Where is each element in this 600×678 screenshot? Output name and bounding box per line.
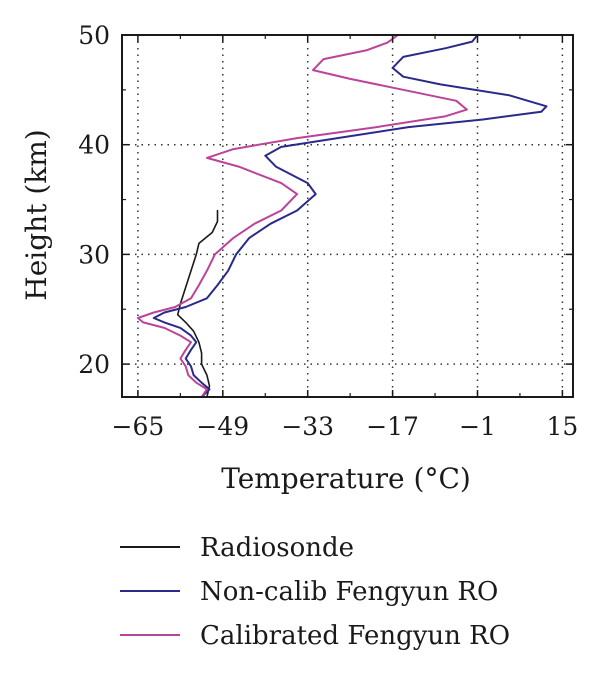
y-axis-title: Height (km)	[20, 129, 53, 300]
y-tick-label: 40	[78, 131, 110, 160]
y-tick-labels: 20 30 40 50	[78, 21, 110, 379]
y-tick-label: 20	[78, 350, 110, 379]
x-tick-label: 15	[546, 412, 578, 441]
legend-label-radiosonde: Radiosonde	[200, 533, 354, 563]
legend-label-non-calib-fengyun-ro: Non-calib Fengyun RO	[200, 577, 498, 607]
legend-label-calibrated-fengyun-ro: Calibrated Fengyun RO	[200, 621, 510, 651]
series-line-radiosonde	[176, 209, 219, 398]
y-tick-label: 50	[78, 21, 110, 50]
y-tick-label: 30	[78, 240, 110, 269]
plot-frame	[121, 34, 574, 398]
axis-ticks	[122, 34, 573, 397]
x-tick-label: −17	[366, 412, 419, 441]
series-lines	[136, 34, 548, 398]
series-line-non-calib-fengyun-ro	[152, 34, 548, 398]
x-tick-label: −1	[459, 412, 496, 441]
x-tick-labels: −65 −49 −33 −17 −1 15	[112, 412, 579, 441]
x-axis-title: Temperature (°C)	[221, 462, 471, 495]
series-line-calibrated-fengyun-ro	[136, 34, 468, 398]
x-tick-label: −33	[281, 412, 334, 441]
legend: Radiosonde Non-calib Fengyun RO Calibrated…	[120, 533, 510, 651]
x-tick-label: −49	[196, 412, 249, 441]
x-tick-label: −65	[112, 412, 165, 441]
